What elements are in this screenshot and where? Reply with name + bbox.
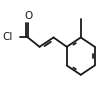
Text: Cl: Cl	[2, 32, 12, 42]
Text: O: O	[24, 11, 32, 21]
